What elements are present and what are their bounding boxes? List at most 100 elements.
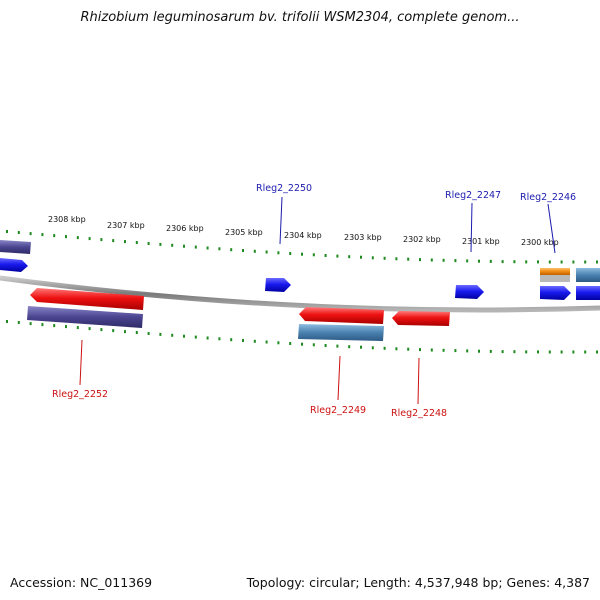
scale-tick xyxy=(371,256,374,260)
gene-label[interactable]: Rleg2_2248 xyxy=(391,408,447,419)
scale-tick xyxy=(171,333,174,337)
gene-feature[interactable] xyxy=(0,240,31,254)
scale-tick xyxy=(147,332,150,335)
scale-tick xyxy=(430,258,433,262)
label-leaders xyxy=(79,196,556,405)
scale-tick xyxy=(371,346,374,350)
scale-tick xyxy=(242,249,244,252)
scale-tick xyxy=(17,321,20,324)
gene-feature[interactable] xyxy=(27,306,143,328)
scale-tick xyxy=(501,350,504,354)
gene-feature[interactable] xyxy=(540,275,570,282)
scale-tick xyxy=(537,260,539,264)
forward-genes xyxy=(0,240,600,300)
gene-label[interactable]: Rleg2_2249 xyxy=(310,405,366,416)
scale-tick xyxy=(17,231,20,234)
scale-tick xyxy=(29,232,32,236)
topology-summary: Topology: circular; Length: 4,537,948 bp… xyxy=(246,575,590,590)
scale-tick xyxy=(466,349,469,353)
scale-tick xyxy=(53,234,56,238)
scale-tick xyxy=(100,328,103,332)
scale-tick xyxy=(218,337,221,341)
scale-tick xyxy=(454,349,457,353)
scale-tick xyxy=(194,335,197,339)
scale-tick xyxy=(430,348,433,352)
scale-label: 2300 kbp xyxy=(521,238,559,247)
scale-tick xyxy=(194,245,197,249)
scale-tick xyxy=(489,349,492,353)
scale-tick xyxy=(360,345,362,349)
scale-tick xyxy=(41,323,44,327)
scale-tick xyxy=(76,236,79,240)
scale-ticks-bottom xyxy=(6,320,598,354)
scale-tick xyxy=(218,247,221,251)
scale-tick xyxy=(312,343,315,347)
scale-tick xyxy=(135,331,138,334)
scale-tick xyxy=(53,324,56,328)
scale-tick xyxy=(383,346,386,350)
scale-tick xyxy=(407,257,410,261)
gene-label[interactable]: Rleg2_2247 xyxy=(445,190,501,201)
scale-tick xyxy=(454,259,457,263)
scale-ticks-top xyxy=(6,230,598,264)
gene-label[interactable]: Rleg2_2250 xyxy=(256,183,312,194)
gene-feature[interactable] xyxy=(576,268,600,282)
scale-tick xyxy=(336,254,339,258)
gene-label[interactable]: Rleg2_2246 xyxy=(520,192,576,203)
genome-title: Rhizobium leguminosarum bv. trifolii WSM… xyxy=(80,10,520,25)
scale-tick xyxy=(124,240,126,244)
scale-label: 2303 kbp xyxy=(344,233,382,242)
scale-label: 2307 kbp xyxy=(107,221,145,230)
scale-tick xyxy=(206,336,209,340)
scale-tick xyxy=(265,340,268,344)
scale-tick xyxy=(537,350,539,354)
scale-tick xyxy=(277,251,280,255)
gene-feature[interactable] xyxy=(576,286,600,300)
scale-tick xyxy=(301,252,303,256)
scale-label: 2306 kbp xyxy=(166,224,204,233)
reverse-genes xyxy=(27,288,450,341)
scale-tick xyxy=(478,349,480,353)
scale-label: 2302 kbp xyxy=(403,235,441,244)
scale-label: 2305 kbp xyxy=(225,228,263,237)
scale-tick xyxy=(572,350,575,354)
genome-backbone xyxy=(0,275,600,313)
scale-tick xyxy=(183,244,185,248)
scale-tick xyxy=(230,248,233,252)
gene-feature[interactable] xyxy=(392,311,450,326)
scale-labels: 2308 kbp 2307 kbp 2306 kbp 2305 kbp 2304… xyxy=(48,215,559,247)
scale-tick xyxy=(419,348,421,352)
scale-tick xyxy=(336,344,339,348)
scale-tick xyxy=(242,339,244,342)
scale-tick xyxy=(324,344,327,347)
gene-feature[interactable] xyxy=(0,258,28,272)
scale-tick xyxy=(513,260,516,264)
scale-tick xyxy=(171,243,174,247)
gene-feature[interactable] xyxy=(30,288,144,310)
scale-tick xyxy=(525,260,528,264)
scale-tick xyxy=(289,342,292,345)
gene-label[interactable]: Rleg2_2252 xyxy=(52,389,108,400)
gene-feature[interactable] xyxy=(540,268,570,275)
scale-tick xyxy=(88,327,91,331)
scale-tick xyxy=(560,350,563,354)
scale-tick xyxy=(253,249,256,253)
scale-tick xyxy=(560,260,563,264)
gene-feature[interactable] xyxy=(265,278,291,292)
scale-tick xyxy=(100,238,103,242)
gene-feature[interactable] xyxy=(299,307,384,324)
scale-tick xyxy=(348,345,351,349)
gene-feature[interactable] xyxy=(298,324,384,341)
scale-tick xyxy=(88,237,91,241)
scale-tick xyxy=(183,334,185,338)
gene-feature[interactable] xyxy=(455,285,484,299)
scale-tick xyxy=(76,326,79,330)
scale-tick xyxy=(206,246,209,250)
scale-tick xyxy=(442,258,445,262)
scale-tick xyxy=(348,255,351,259)
scale-tick xyxy=(312,253,315,257)
gene-feature[interactable] xyxy=(540,286,571,300)
gene-labels: Rleg2_2250 Rleg2_2247 Rleg2_2246 Rleg2_2… xyxy=(52,183,576,419)
scale-tick xyxy=(41,233,44,237)
